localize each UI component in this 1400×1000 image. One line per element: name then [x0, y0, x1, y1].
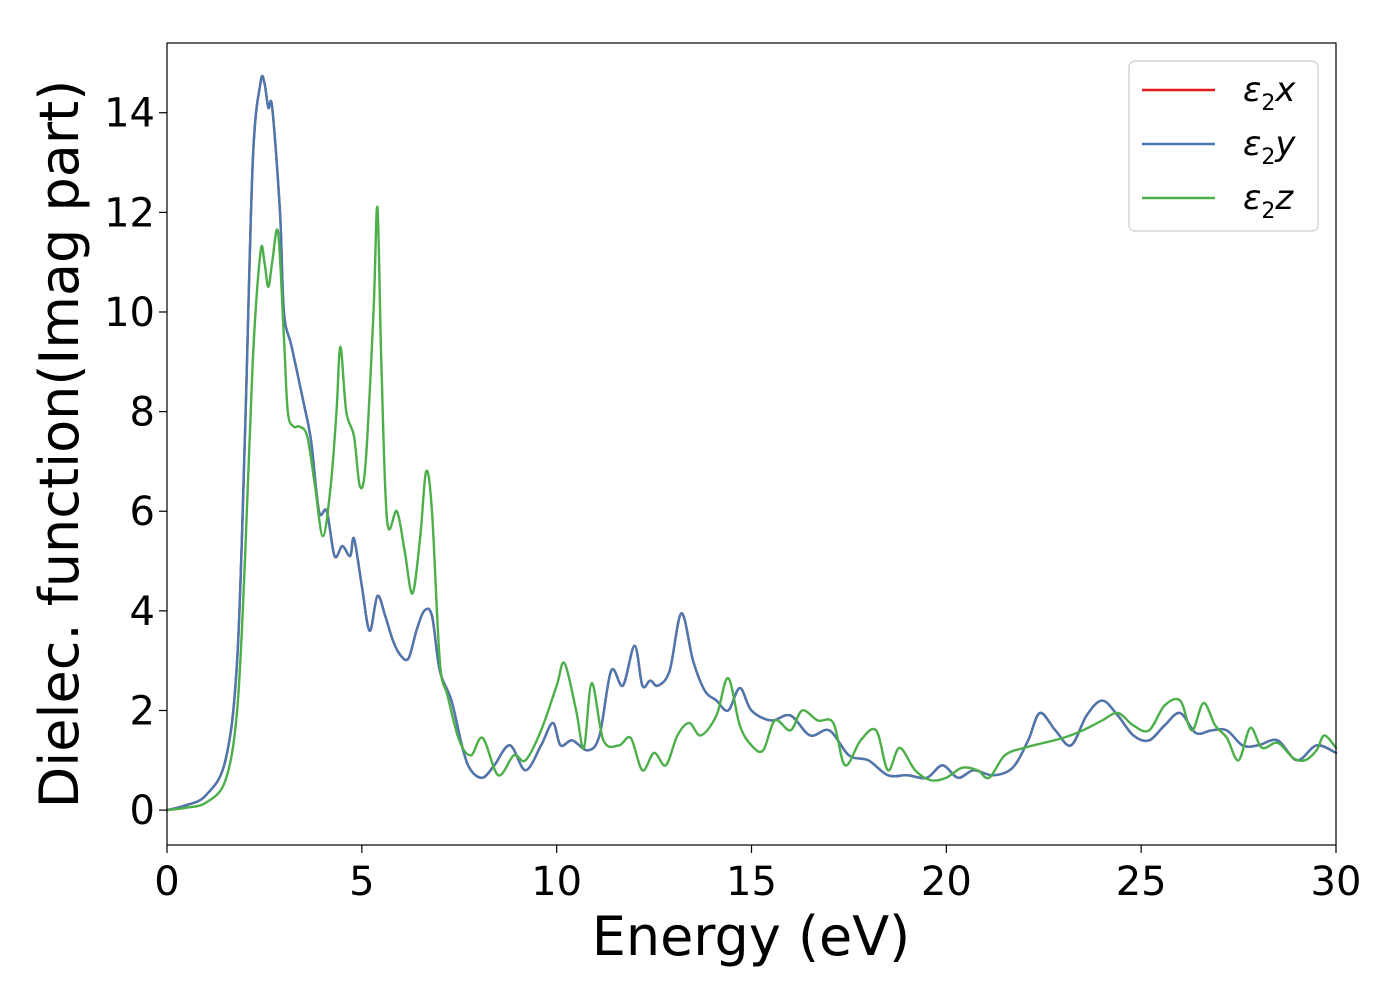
y-axis-label: Dielec. function(Imag part): [28, 80, 91, 809]
y-tick-label: 4: [130, 589, 155, 635]
x-tick-label: 5: [349, 859, 374, 905]
y-tick-label: 8: [130, 390, 155, 436]
x-tick-label: 25: [1116, 859, 1167, 905]
y-tick-label: 2: [130, 689, 155, 735]
y-axis-ticks: 0 2 4 6 8 10 12 14: [104, 91, 167, 834]
series-line-y: [165, 74, 1338, 812]
legend-label-z: ε2z: [1243, 178, 1294, 224]
y-tick-label: 6: [130, 489, 155, 535]
x-axis-label: Energy (eV): [592, 905, 911, 968]
series-layer: [165, 74, 1338, 812]
x-tick-label: 30: [1311, 859, 1362, 905]
series-line-z: [165, 205, 1338, 812]
legend-frame: [1128, 60, 1319, 232]
y-tick-label: 10: [104, 290, 155, 336]
y-tick-label: 12: [104, 190, 155, 236]
x-axis-ticks: 0 5 10 15 20 25 30: [154, 845, 1361, 905]
legend-label-y: ε2y: [1243, 124, 1296, 170]
y-tick-label: 0: [130, 788, 155, 834]
legend-label-x: ε2x: [1243, 70, 1296, 116]
x-tick-label: 0: [154, 859, 179, 905]
legend: ε2x ε2y ε2z: [1128, 60, 1319, 232]
x-tick-label: 20: [921, 859, 972, 905]
y-tick-label: 14: [104, 91, 155, 137]
x-tick-label: 15: [726, 859, 777, 905]
x-tick-label: 10: [531, 859, 582, 905]
